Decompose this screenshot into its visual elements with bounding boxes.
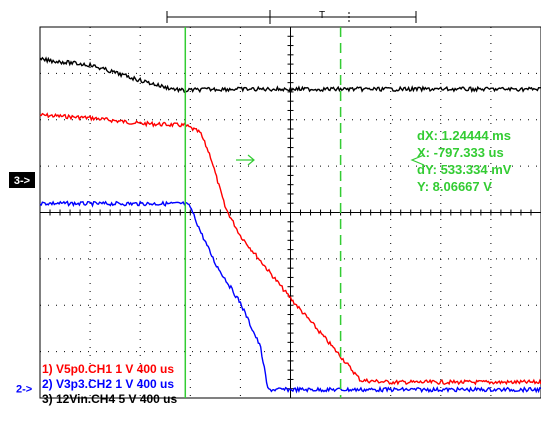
trigger-marker: T	[319, 10, 325, 21]
channel-markers: 3-> 2->	[9, 172, 35, 396]
cursor-2-arrow-icon	[410, 154, 425, 166]
legend-entry-ch2: 2) V3p3.CH2 1 V 400 us	[42, 377, 174, 391]
waveform-traces	[39, 56, 541, 394]
legend-entry-ch1: 1) V5p0.CH1 1 V 400 us	[42, 362, 174, 376]
trace-ch3	[39, 56, 541, 94]
measurement-cursors	[184, 27, 342, 398]
graticule	[39, 26, 541, 399]
trace-ch1	[39, 112, 541, 386]
channel-2-marker[interactable]: 2->	[16, 384, 32, 396]
cursor-readouts: dX: 1.24444 ms X: -797.333 us dY: 533.334 …	[236, 128, 512, 194]
channel-3-marker-bg	[9, 172, 35, 188]
legend-entry-ch3: 3) 12Vin.CH4 5 V 400 us	[42, 392, 178, 406]
channel-3-marker[interactable]: 3->	[14, 175, 30, 187]
cursor-readout-2: X: -797.333 us	[417, 145, 504, 160]
cursor-1-arrow-icon	[236, 154, 255, 166]
cursor-readout-4: Y: 8.06667 V	[417, 179, 492, 194]
cursor-readout-1: dX: 1.24444 ms	[417, 128, 511, 143]
cursor-readout-3: dY: 533.334 mV	[417, 162, 512, 177]
trace-ch2	[39, 200, 541, 394]
channel-legend: 1) V5p0.CH1 1 V 400 us2) V3p3.CH2 1 V 40…	[42, 362, 178, 406]
time-ruler: T	[166, 10, 417, 24]
